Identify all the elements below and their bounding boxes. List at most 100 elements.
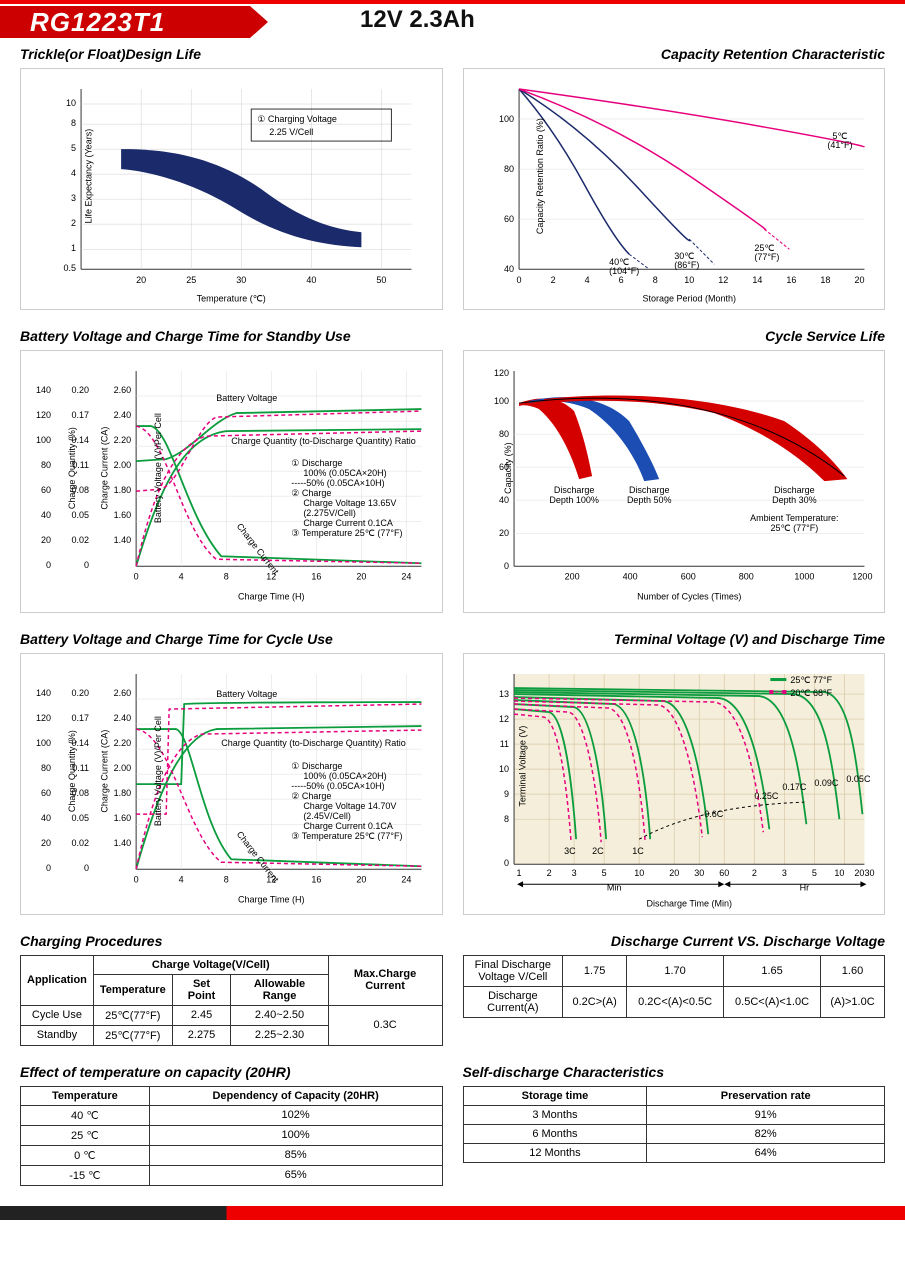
svg-text:2: 2 xyxy=(550,275,555,285)
svg-text:1: 1 xyxy=(71,243,76,253)
svg-text:Discharge: Discharge xyxy=(553,485,594,495)
svg-text:120: 120 xyxy=(36,410,51,420)
svg-text:(104°F): (104°F) xyxy=(609,266,639,276)
svg-text:30: 30 xyxy=(864,868,874,878)
svg-text:100% (0.05CA×20H): 100% (0.05CA×20H) xyxy=(303,468,386,478)
svg-text:40: 40 xyxy=(306,275,316,285)
svg-text:Temperature (℃): Temperature (℃) xyxy=(197,293,266,303)
svg-text:400: 400 xyxy=(622,572,637,582)
svg-text:4: 4 xyxy=(179,874,184,884)
svg-text:(41°F): (41°F) xyxy=(827,140,852,150)
svg-text:25℃ (77°F): 25℃ (77°F) xyxy=(770,523,818,533)
svg-text:Charge Quantity (to-Discharge: Charge Quantity (to-Discharge Quantity) … xyxy=(231,436,416,446)
svg-text:(77°F): (77°F) xyxy=(754,252,779,262)
svg-text:8: 8 xyxy=(504,814,509,824)
svg-text:③ Temperature 25℃ (77°F): ③ Temperature 25℃ (77°F) xyxy=(291,528,402,538)
svg-text:0.20: 0.20 xyxy=(72,385,90,395)
svg-text:(2.275V/Cell): (2.275V/Cell) xyxy=(303,508,356,518)
svg-text:Discharge Time (Min): Discharge Time (Min) xyxy=(646,898,732,908)
svg-text:50: 50 xyxy=(376,275,386,285)
svg-text:① Discharge: ① Discharge xyxy=(291,458,342,468)
svg-text:80: 80 xyxy=(41,460,51,470)
svg-text:Battery Voltage: Battery Voltage xyxy=(216,393,277,403)
svg-text:12: 12 xyxy=(499,714,509,724)
svg-text:(86°F): (86°F) xyxy=(674,260,699,270)
svg-text:Discharge: Discharge xyxy=(774,485,815,495)
chart-discharge-time: Terminal Voltage (V) and Discharge Time xyxy=(463,631,886,915)
svg-text:60: 60 xyxy=(41,788,51,798)
svg-text:2.00: 2.00 xyxy=(114,763,132,773)
svg-text:24: 24 xyxy=(401,874,411,884)
svg-text:Depth 100%: Depth 100% xyxy=(549,495,599,505)
svg-text:24: 24 xyxy=(401,572,411,582)
svg-text:600: 600 xyxy=(680,572,695,582)
svg-text:1.40: 1.40 xyxy=(114,838,132,848)
svg-text:20: 20 xyxy=(356,572,366,582)
svg-text:2.60: 2.60 xyxy=(114,385,132,395)
svg-text:1.40: 1.40 xyxy=(114,535,132,545)
svg-text:0.05C: 0.05C xyxy=(846,774,871,784)
svg-text:① Charging Voltage: ① Charging Voltage xyxy=(257,114,337,124)
svg-text:② Charge: ② Charge xyxy=(291,791,331,801)
table-temp-cap: Effect of temperature on capacity (20HR)… xyxy=(20,1064,443,1186)
svg-text:10: 10 xyxy=(66,98,76,108)
svg-text:20: 20 xyxy=(499,528,509,538)
svg-text:0.05: 0.05 xyxy=(72,813,90,823)
svg-text:8: 8 xyxy=(71,118,76,128)
svg-text:5: 5 xyxy=(811,868,816,878)
header-bar: RG1223T1 12V 2.3Ah xyxy=(20,0,885,36)
table-self-discharge: Self-discharge Characteristics Storage t… xyxy=(463,1064,886,1186)
svg-text:1.60: 1.60 xyxy=(114,510,132,520)
svg-text:100: 100 xyxy=(494,396,509,406)
svg-text:20: 20 xyxy=(854,275,864,285)
svg-text:Charge Current (CA): Charge Current (CA) xyxy=(100,427,110,510)
svg-text:Charge Quantity (to-Discharge: Charge Quantity (to-Discharge Quantity) … xyxy=(221,738,406,748)
svg-text:Charge Current 0.1CA: Charge Current 0.1CA xyxy=(303,518,393,528)
svg-text:0.6C: 0.6C xyxy=(704,809,724,819)
svg-text:16: 16 xyxy=(786,275,796,285)
svg-text:40: 40 xyxy=(41,510,51,520)
svg-text:14: 14 xyxy=(752,275,762,285)
svg-text:Charge Voltage 13.65V: Charge Voltage 13.65V xyxy=(303,498,396,508)
spec-text: 12V 2.3Ah xyxy=(360,6,475,34)
chart-standby: Battery Voltage and Charge Time for Stan… xyxy=(20,328,443,612)
title-retention: Capacity Retention Characteristic xyxy=(463,46,886,62)
svg-text:0.02: 0.02 xyxy=(72,535,90,545)
svg-text:2: 2 xyxy=(546,868,551,878)
svg-text:20: 20 xyxy=(854,868,864,878)
chart-trickle: Trickle(or Float)Design Life xyxy=(20,46,443,310)
svg-text:10: 10 xyxy=(684,275,694,285)
svg-text:1C: 1C xyxy=(632,846,644,856)
svg-text:③ Temperature 25℃ (77°F): ③ Temperature 25℃ (77°F) xyxy=(291,831,402,841)
svg-text:5: 5 xyxy=(601,868,606,878)
svg-text:Discharge: Discharge xyxy=(628,485,669,495)
svg-text:0.17: 0.17 xyxy=(72,713,90,723)
svg-text:Battery Voltage: Battery Voltage xyxy=(216,689,277,699)
svg-text:20: 20 xyxy=(669,868,679,878)
svg-text:8: 8 xyxy=(652,275,657,285)
svg-text:Ambient Temperature:: Ambient Temperature: xyxy=(750,513,838,523)
svg-text:Depth 30%: Depth 30% xyxy=(772,495,817,505)
svg-text:0: 0 xyxy=(504,562,509,572)
svg-text:100: 100 xyxy=(499,114,514,124)
svg-text:1: 1 xyxy=(516,868,521,878)
svg-text:100: 100 xyxy=(36,738,51,748)
svg-text:100% (0.05CA×20H): 100% (0.05CA×20H) xyxy=(303,771,386,781)
svg-text:2.20: 2.20 xyxy=(114,435,132,445)
svg-text:Charge Current 0.1CA: Charge Current 0.1CA xyxy=(303,821,393,831)
model-badge: RG1223T1 xyxy=(0,6,250,38)
svg-text:20℃ 68°F: 20℃ 68°F xyxy=(790,688,832,698)
svg-text:0.02: 0.02 xyxy=(72,838,90,848)
svg-text:9: 9 xyxy=(504,789,509,799)
svg-text:0: 0 xyxy=(84,863,89,873)
svg-text:16: 16 xyxy=(311,874,321,884)
svg-text:0: 0 xyxy=(46,561,51,571)
svg-text:0.17C: 0.17C xyxy=(782,782,807,792)
svg-text:25℃ 77°F: 25℃ 77°F xyxy=(790,675,832,685)
svg-text:13: 13 xyxy=(499,689,509,699)
svg-text:Storage Period (Month): Storage Period (Month) xyxy=(642,293,736,303)
table-discharge-voltage: Discharge Current VS. Discharge Voltage … xyxy=(463,933,886,1046)
table-row: Cycle Use25℃(77°F)2.452.40~2.500.3C xyxy=(21,1005,443,1025)
title-trickle: Trickle(or Float)Design Life xyxy=(20,46,443,62)
svg-text:Life Expectancy (Years): Life Expectancy (Years) xyxy=(83,129,93,224)
